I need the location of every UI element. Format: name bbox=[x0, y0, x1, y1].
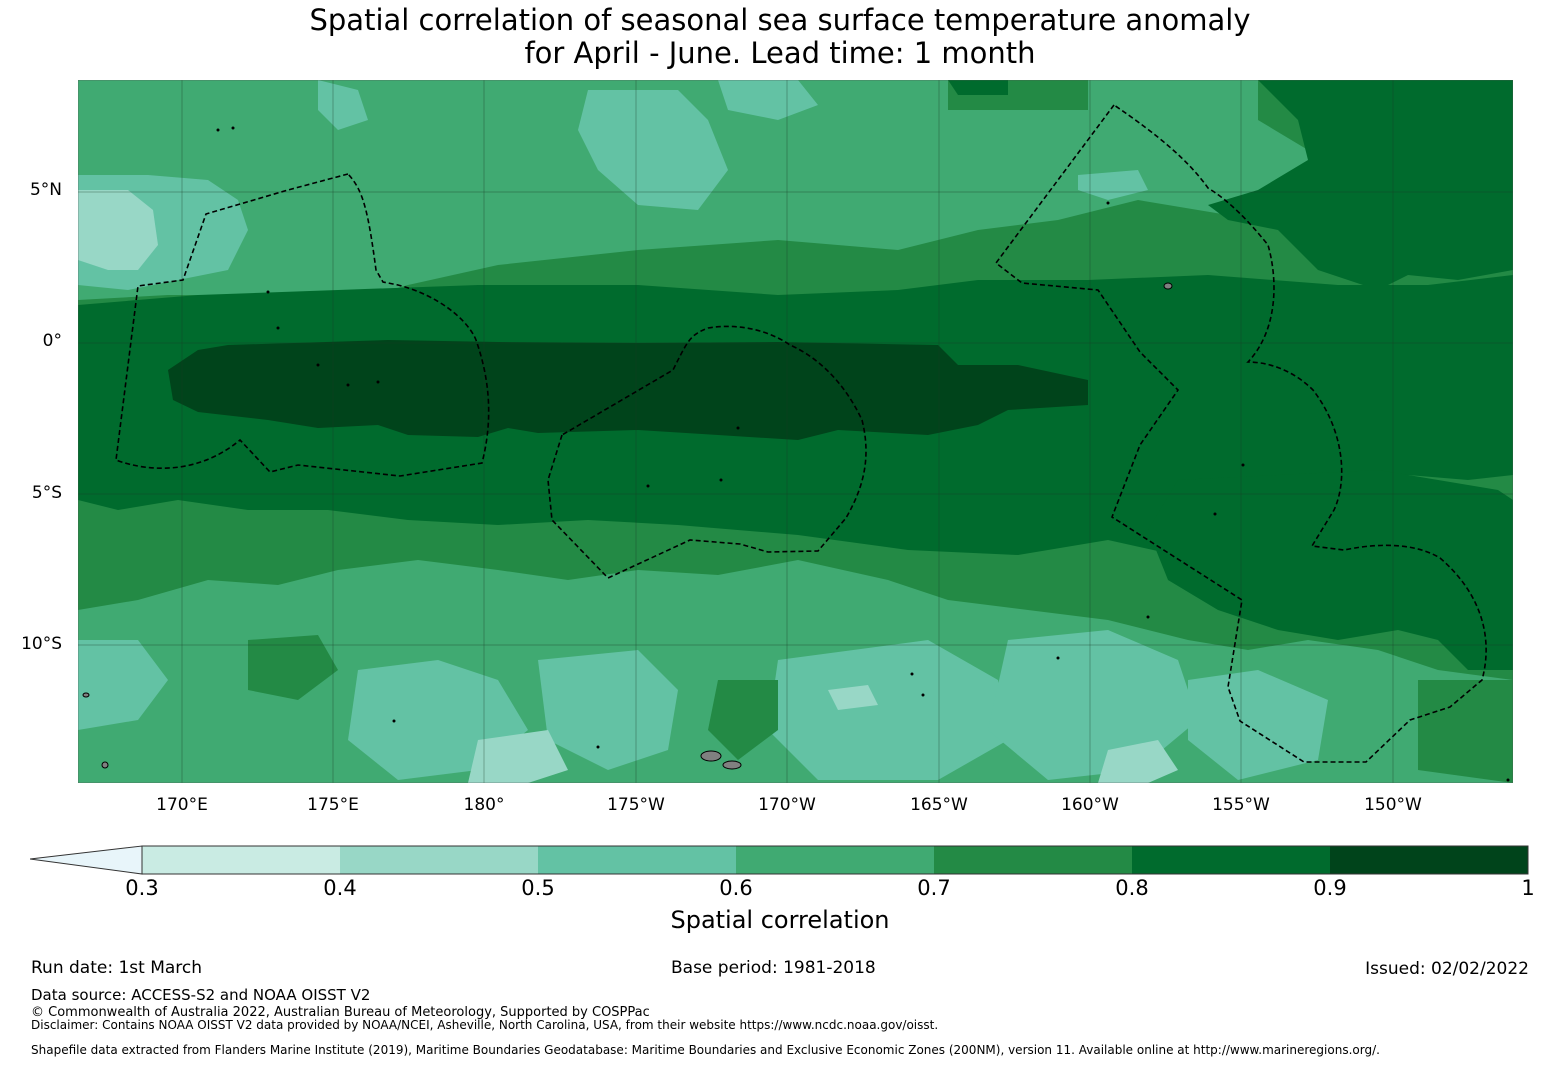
colorbar-bin-0.6 bbox=[736, 846, 934, 874]
run-date: Run date: 1st March bbox=[31, 958, 203, 978]
atoll bbox=[266, 290, 270, 294]
shapefile-credit: Shapefile data extracted from Flanders M… bbox=[31, 1043, 1380, 1057]
region-s-0.7c bbox=[1418, 680, 1513, 783]
colorbar-tick: 0.4 bbox=[323, 876, 357, 900]
lon-label-165w: 165°W bbox=[910, 795, 968, 815]
colorbar-tick: 0.5 bbox=[521, 876, 555, 900]
region-se-0.8 bbox=[1148, 470, 1513, 670]
base-period: Base period: 1981-2018 bbox=[671, 958, 876, 978]
lon-label-180: 180° bbox=[463, 795, 505, 815]
colorbar-bin-0.7 bbox=[934, 846, 1132, 874]
region-n-0.5d bbox=[1078, 170, 1148, 200]
lat-label-5s: 5°S bbox=[31, 483, 62, 503]
data-source: Data source: ACCESS-S2 and NOAA OISST V2 bbox=[31, 986, 371, 1004]
region-n-0.5a bbox=[578, 90, 728, 210]
colorbar-tick: 1 bbox=[1521, 876, 1535, 900]
region-ne-0.8b bbox=[948, 80, 1008, 95]
correlation-map bbox=[78, 80, 1513, 783]
atoll bbox=[719, 478, 723, 482]
colorbar-tick: 0.8 bbox=[1115, 876, 1149, 900]
colorbar-tick: 0.6 bbox=[719, 876, 753, 900]
chart-title-line-1: Spatial correlation of seasonal sea surf… bbox=[309, 3, 1251, 37]
colorbar-bin-0.3 bbox=[142, 846, 340, 874]
lon-label-175w: 175°W bbox=[607, 795, 665, 815]
atoll bbox=[646, 484, 650, 488]
atoll bbox=[316, 363, 320, 367]
colorbar-bin-0.9 bbox=[1330, 846, 1528, 874]
lon-label-170e: 170°E bbox=[156, 795, 208, 815]
region-ne-0.8 bbox=[1208, 80, 1513, 290]
region-s-0.4c bbox=[828, 685, 878, 710]
island-3 bbox=[82, 692, 90, 698]
island-samoa-2 bbox=[722, 760, 742, 770]
lon-label-170w: 170°W bbox=[758, 795, 816, 815]
disclaimer: Disclaimer: Contains NOAA OISST V2 data … bbox=[31, 1018, 939, 1032]
atoll bbox=[1241, 463, 1245, 467]
atoll bbox=[376, 380, 380, 384]
eez-kiribati-gilbert bbox=[115, 173, 490, 477]
graticule bbox=[78, 80, 1513, 783]
lat-label-10s: 10°S bbox=[21, 634, 62, 654]
atoll bbox=[1213, 512, 1217, 516]
colorbar-bin-0.5 bbox=[538, 846, 736, 874]
region-core-0.9 bbox=[168, 340, 1088, 440]
region-s-0.5a bbox=[78, 640, 168, 730]
atoll bbox=[231, 126, 235, 130]
atoll bbox=[346, 383, 350, 387]
atoll bbox=[910, 672, 914, 676]
island-1 bbox=[1163, 282, 1173, 290]
region-s-0.5d bbox=[768, 640, 1008, 780]
colorbar-frame bbox=[141, 845, 1529, 875]
colorbar-tick: 0.9 bbox=[1313, 876, 1347, 900]
region-s-0.7b bbox=[708, 680, 778, 760]
atoll bbox=[1146, 615, 1150, 619]
eez-boundaries bbox=[115, 103, 1487, 763]
islands bbox=[82, 282, 1173, 770]
island-samoa-1 bbox=[700, 750, 722, 762]
region-n-0.5c bbox=[318, 80, 368, 130]
lon-label-160w: 160°W bbox=[1061, 795, 1119, 815]
lon-label-155w: 155°W bbox=[1212, 795, 1270, 815]
atoll bbox=[921, 693, 925, 697]
atoll bbox=[1506, 778, 1510, 782]
atoll bbox=[276, 326, 280, 330]
lat-label-0: 0° bbox=[42, 331, 62, 351]
atoll bbox=[1056, 656, 1060, 660]
colorbar-label: Spatial correlation bbox=[670, 906, 890, 934]
colorbar-extend-arrow bbox=[30, 845, 143, 875]
atoll bbox=[596, 745, 600, 749]
colorbar-bin-0.8 bbox=[1132, 846, 1330, 874]
atoll bbox=[216, 128, 220, 132]
region-s-0.5f bbox=[1188, 670, 1328, 780]
issued-date: Issued: 02/02/2022 bbox=[1365, 959, 1529, 979]
lat-label-5n: 5°N bbox=[29, 180, 62, 200]
chart-title-line-2: for April - June. Lead time: 1 month bbox=[524, 36, 1036, 70]
lon-label-175e: 175°E bbox=[307, 795, 359, 815]
region-s-0.5c bbox=[538, 650, 678, 770]
eez-kiribati-phoenix bbox=[547, 325, 867, 579]
eez-kiribati-line bbox=[994, 103, 1487, 763]
colorbar-tick: 0.7 bbox=[917, 876, 951, 900]
atoll bbox=[392, 719, 396, 723]
colorbar-tick: 0.3 bbox=[125, 876, 159, 900]
lon-label-150w: 150°W bbox=[1364, 795, 1422, 815]
atoll bbox=[736, 426, 740, 430]
copyright: © Commonwealth of Australia 2022, Austra… bbox=[31, 1005, 650, 1020]
atoll bbox=[1106, 201, 1110, 205]
region-nw-0.4 bbox=[78, 190, 158, 270]
region-s-0.7a bbox=[248, 635, 338, 700]
region-n-0.5b bbox=[718, 80, 818, 120]
island-2 bbox=[101, 761, 109, 769]
region-s-0.4a bbox=[468, 730, 568, 783]
atolls bbox=[216, 126, 1510, 782]
region-s-0.4b bbox=[1098, 740, 1178, 783]
colorbar-bin-0.4 bbox=[340, 846, 538, 874]
colorbar bbox=[30, 845, 1529, 875]
